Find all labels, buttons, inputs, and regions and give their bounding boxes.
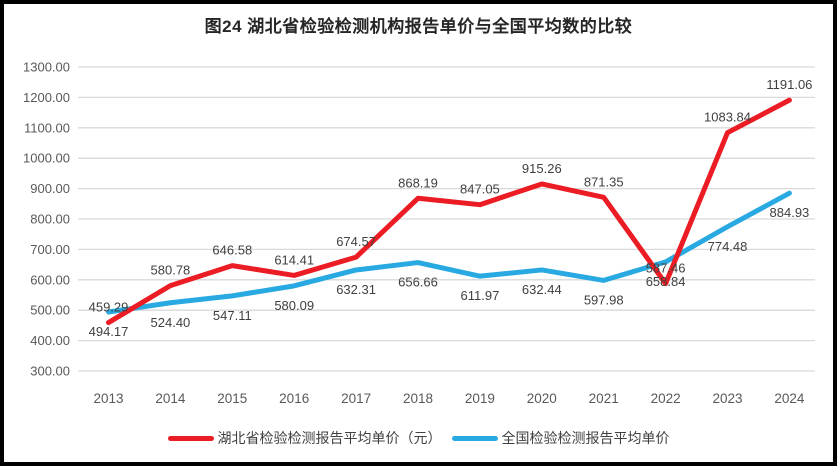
national-series-swatch: [451, 435, 498, 441]
x-axis-label: 2014: [155, 391, 186, 406]
x-axis-label: 2016: [279, 391, 309, 406]
y-axis-tick-label: 400.00: [30, 333, 70, 348]
hubei-data-label: 868.19: [398, 175, 438, 190]
x-axis-label: 2023: [712, 391, 742, 406]
x-axis-label: 2015: [217, 391, 247, 406]
y-axis-tick-label: 900.00: [30, 181, 70, 196]
x-axis-label: 2024: [774, 391, 805, 406]
x-axis-label: 2013: [93, 391, 123, 406]
hubei-data-label: 587.46: [646, 261, 686, 276]
national-data-label: 884.93: [770, 205, 810, 220]
y-axis-tick-label: 1100.00: [24, 120, 70, 135]
national-data-label: 494.17: [89, 324, 129, 339]
national-data-label: 774.48: [708, 239, 748, 254]
hubei-data-label: 871.35: [584, 174, 624, 189]
hubei-data-label: 459.29: [89, 300, 129, 315]
national-data-label: 524.40: [151, 315, 191, 330]
hubei-data-label: 646.58: [212, 243, 252, 258]
national-data-label: 611.97: [461, 288, 500, 303]
hubei-data-label: 1191.06: [766, 77, 812, 92]
hubei-data-label: 847.05: [460, 182, 500, 197]
hubei-series-swatch: [167, 435, 214, 441]
y-axis-tick-label: 800.00: [30, 212, 70, 227]
y-axis-tick-label: 1200.00: [23, 90, 70, 105]
national-data-label: 632.31: [336, 282, 376, 297]
x-axis-label: 2019: [465, 391, 495, 406]
x-axis-label: 2017: [341, 391, 371, 406]
y-axis-tick-label: 300.00: [30, 364, 70, 379]
hubei-series-line: [106, 97, 792, 326]
legend-label-national: 全国检验检测报告平均单价: [501, 430, 670, 446]
national-data-label: 632.44: [522, 282, 562, 297]
chart-title: 图24 湖北省检验检测机构报告单价与全国平均数的比较: [204, 17, 633, 36]
hubei-data-label: 674.57: [336, 234, 376, 249]
y-axis-tick-label: 600.00: [30, 272, 70, 287]
national-data-label: 658.84: [646, 274, 686, 289]
national-data-label: 580.09: [274, 298, 314, 313]
x-axis-label: 2018: [403, 391, 433, 406]
x-axis-label: 2021: [589, 391, 619, 406]
y-axis-tick-label: 1300.00: [23, 60, 70, 75]
hubei-data-label: 915.26: [522, 161, 562, 176]
national-data-label: 597.98: [584, 292, 624, 307]
y-axis-tick-label: 1000.00: [23, 151, 70, 166]
legend-item-national: 全国检验检测报告平均单价: [451, 428, 670, 448]
legend-label-hubei: 湖北省检验检测报告平均单价（元）: [217, 430, 442, 446]
x-axis-label: 2020: [527, 391, 557, 406]
y-axis-tick-label: 700.00: [30, 242, 70, 257]
hubei-data-label: 614.41: [274, 252, 314, 267]
national-data-label: 656.66: [398, 275, 438, 290]
national-series-line: [106, 190, 792, 315]
hubei-data-label: 580.78: [151, 263, 191, 278]
x-axis-label: 2022: [651, 391, 681, 406]
legend-item-hubei: 湖北省检验检测报告平均单价（元）: [167, 428, 442, 448]
hubei-data-label: 1083.84: [704, 110, 751, 125]
national-data-label: 547.11: [213, 308, 252, 323]
legend: 湖北省检验检测报告平均单价（元） 全国检验检测报告平均单价: [0, 428, 837, 448]
y-axis-tick-label: 500.00: [30, 303, 70, 318]
